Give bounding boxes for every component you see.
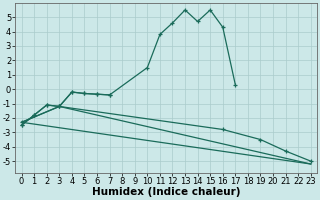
X-axis label: Humidex (Indice chaleur): Humidex (Indice chaleur) <box>92 187 240 197</box>
